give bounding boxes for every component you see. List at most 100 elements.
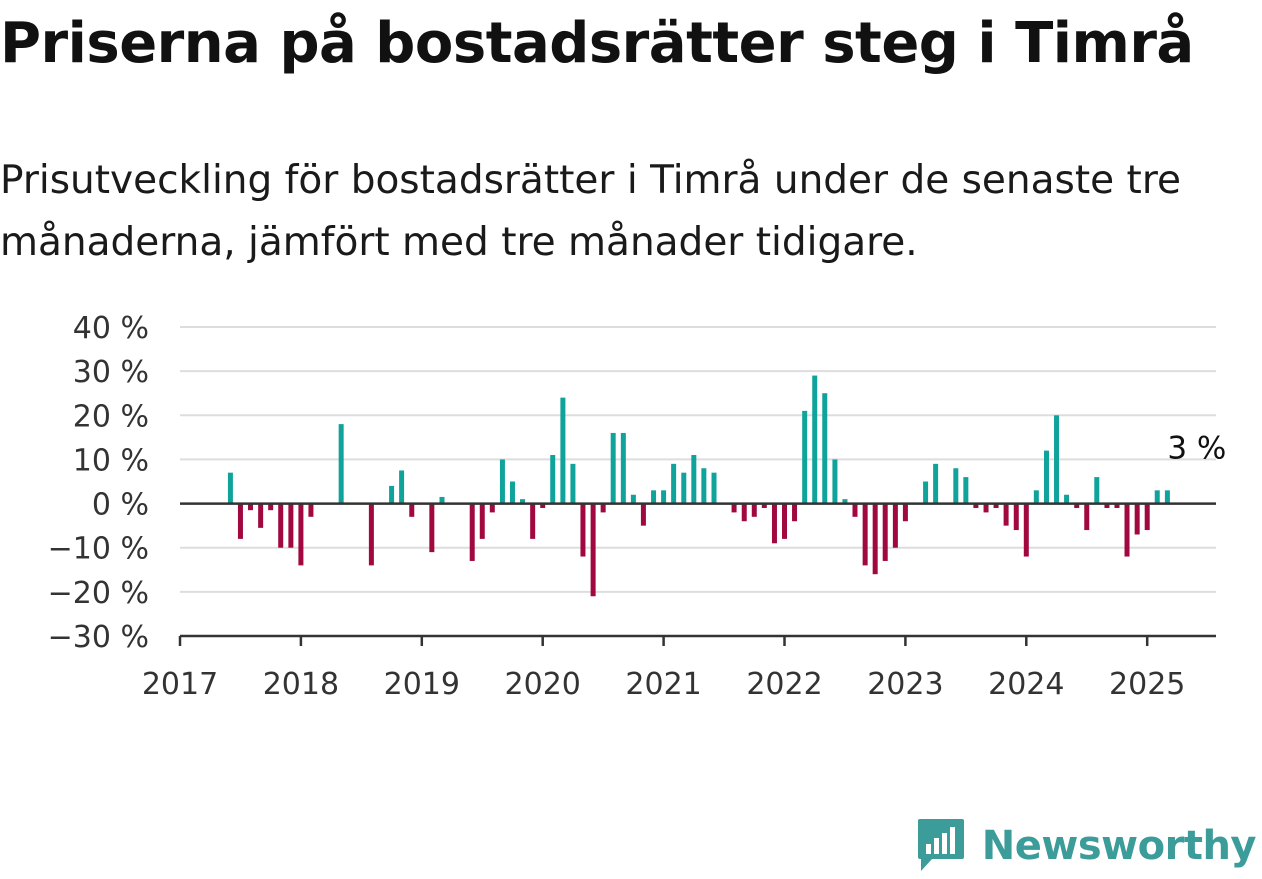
bar [751,503,757,517]
bar [761,503,767,508]
bars [227,375,1170,597]
bar [1104,503,1110,508]
bar [852,503,858,517]
bar [268,503,274,511]
bar [711,472,717,504]
y-tick-label: 10 % [73,443,149,478]
bar [429,503,435,553]
bar [882,503,888,561]
bar [540,503,546,508]
bar [368,503,374,566]
bar [902,503,908,522]
x-tick-label: 2019 [384,667,460,702]
bar [550,455,556,504]
bar [771,503,777,544]
newsworthy-logo: Newsworthy [916,817,1257,875]
bar [479,503,485,539]
chart-title: Priserna på bostadsrätter steg i Timrå [0,11,1194,76]
bar [1134,503,1140,535]
bar [822,393,828,504]
bar [872,503,878,575]
x-tick-label: 2025 [1109,667,1185,702]
bar [1074,503,1080,508]
bar [1084,503,1090,531]
y-tick-label: −30 % [48,620,149,655]
last-value-annotation: 3 % [1167,430,1226,466]
bar-chart-badge-icon [917,819,964,871]
bar [610,432,616,504]
bar [1124,503,1130,557]
bar [308,503,314,517]
bar [227,472,233,504]
bar [258,503,264,528]
bar [792,503,798,522]
bar [963,477,969,504]
bar [409,503,415,517]
x-tick-label: 2022 [746,667,822,702]
x-axis [178,502,1216,646]
y-tick-label: 20 % [73,399,149,434]
bar [983,503,989,513]
bar [1154,490,1160,504]
bar [560,397,566,504]
bar [993,503,999,508]
bar [741,503,747,522]
bar [469,503,475,561]
x-tick-label: 2018 [263,667,339,702]
bar [489,503,495,513]
bar [701,468,707,504]
bar [691,455,697,504]
bar [923,481,929,504]
brand-name: Newsworthy [981,823,1257,869]
x-tick-label: 2023 [867,667,943,702]
bar [671,463,677,504]
y-axis-labels: 40 % 30 % 20 % 10 % 0 % −10 % −20 % −30 % [48,311,149,655]
chart-subtitle: Prisutveckling för bostadsrätter i Timrå… [0,158,1182,265]
bar [580,503,586,557]
bar [298,503,304,566]
bar [530,503,536,539]
y-tick-label: −20 % [48,576,149,611]
bar [842,499,848,504]
bar [570,463,576,504]
bar [832,459,838,504]
bar [1043,450,1049,504]
bar [288,503,294,548]
bar [389,485,395,504]
bar [862,503,868,566]
bar [439,496,445,504]
bar [1164,490,1170,504]
x-axis-labels: 2017 2018 2019 2020 2021 2022 2023 2024 2025 [142,667,1186,702]
bar [973,503,979,508]
bar [1023,503,1029,557]
bar [509,481,515,504]
y-tick-label: 0 % [92,488,149,523]
bar [812,375,818,504]
bar [1003,503,1009,526]
bar [731,503,737,513]
bar [600,503,606,513]
bar [1114,503,1120,508]
bar [338,424,344,504]
bar [802,410,808,504]
bar [1033,490,1039,504]
bar [1064,494,1070,504]
bar [399,470,405,504]
x-tick-label: 2024 [988,667,1064,702]
y-tick-label: −10 % [48,532,149,567]
y-tick-label: 40 % [73,311,149,346]
bar [953,468,959,504]
x-tick-label: 2021 [625,667,701,702]
bar [681,472,687,504]
bar [499,459,505,504]
y-tick-label: 30 % [73,355,149,390]
x-tick-label: 2020 [505,667,581,702]
bar [247,503,253,511]
bar [892,503,898,548]
bar [630,494,636,504]
bar [620,432,626,504]
bar [1144,503,1150,531]
bar [520,499,526,504]
grid-lines [180,326,1216,593]
